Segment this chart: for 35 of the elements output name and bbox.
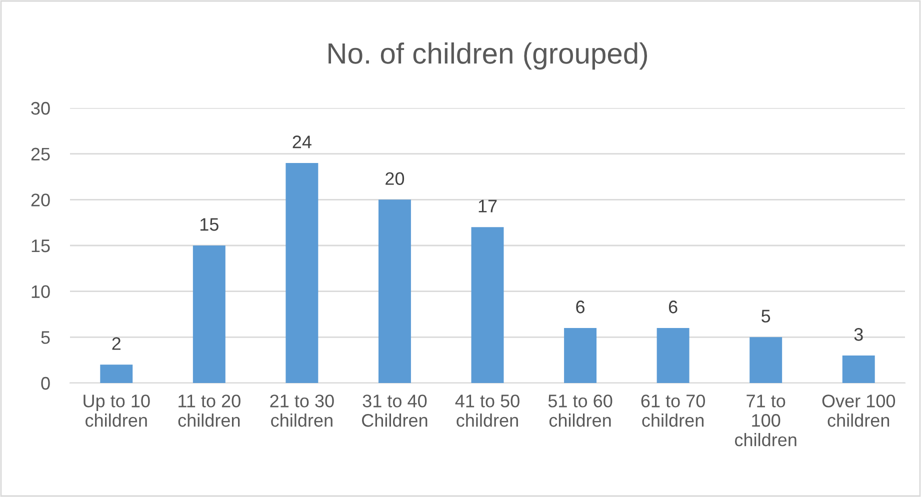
y-tick-label: 15 xyxy=(32,240,50,252)
x-tick-label: 71 to 100 children xyxy=(734,394,796,446)
bar xyxy=(564,328,597,383)
y-tick-label: 10 xyxy=(32,285,50,298)
x-tick-label: Over 100 children xyxy=(822,394,896,427)
bar xyxy=(842,356,875,383)
y-tick-label: 5 xyxy=(41,331,50,344)
y-tick-label: 30 xyxy=(31,102,50,115)
data-label: 2 xyxy=(112,337,121,350)
data-label: 24 xyxy=(292,136,312,148)
data-label: 17 xyxy=(478,200,497,212)
data-label: 20 xyxy=(386,172,404,185)
data-label: 3 xyxy=(854,328,863,341)
x-tick-label: Up to 10 children xyxy=(84,394,150,427)
x-tick-label: 21 to 30 children xyxy=(270,394,334,427)
x-tick-label: 31 to 40 Children xyxy=(362,394,428,427)
y-tick-label: 25 xyxy=(31,148,50,161)
bar xyxy=(286,163,318,383)
chart-title: No. of children (grouped) xyxy=(328,42,648,70)
bar xyxy=(656,328,690,383)
y-tick-label: 0 xyxy=(41,376,50,390)
data-label: 15 xyxy=(200,218,218,231)
x-tick-label: 61 to 70 children xyxy=(641,394,705,427)
x-tick-label: 51 to 60 children xyxy=(548,394,612,427)
bar xyxy=(100,364,133,383)
bar xyxy=(471,227,504,383)
bar xyxy=(378,200,411,383)
data-label: 6 xyxy=(576,300,585,314)
x-tick-label: 11 to 20 children xyxy=(178,394,240,427)
bar xyxy=(192,246,226,383)
y-tick-label: 20 xyxy=(31,194,50,206)
data-label: 5 xyxy=(762,310,770,322)
x-tick-label: 41 to 50 children xyxy=(455,394,520,427)
data-label: 6 xyxy=(668,300,678,314)
bar xyxy=(750,337,782,383)
